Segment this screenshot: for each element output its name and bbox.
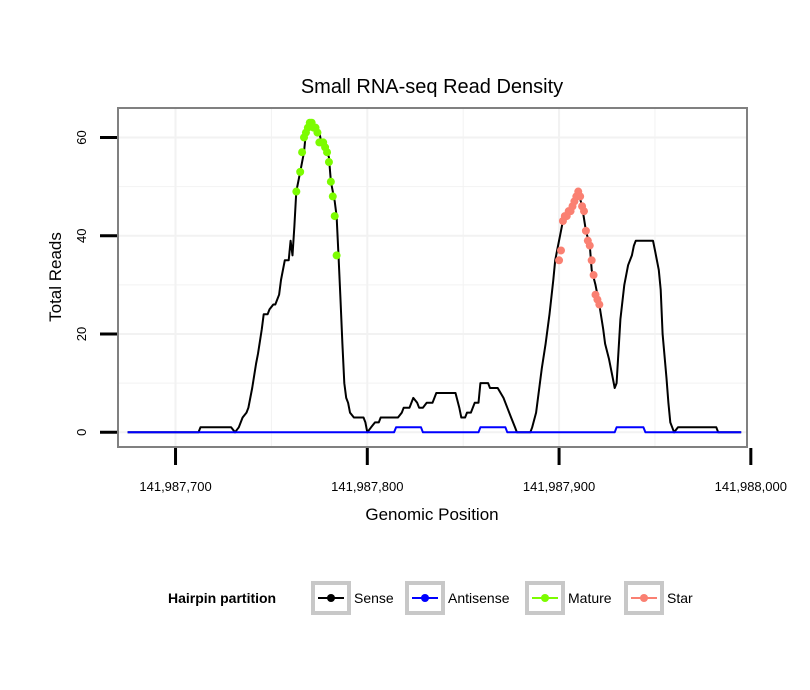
point-mature — [296, 167, 305, 176]
point-mature — [326, 177, 335, 186]
point-mature — [324, 158, 333, 167]
grid — [118, 108, 747, 447]
legend-title: Hairpin partition — [168, 590, 276, 606]
point-star — [585, 241, 594, 250]
chart-title: Small RNA-seq Read Density — [301, 76, 563, 98]
y-tick-label: 0 — [74, 429, 89, 436]
point-mature — [330, 212, 339, 221]
x-tick-label: 141,987,900 — [523, 479, 595, 494]
point-star — [556, 246, 565, 255]
legend-key-point — [541, 594, 549, 602]
series-line-antisense — [127, 426, 742, 434]
series-line-sense — [127, 121, 742, 434]
point-star — [595, 300, 604, 309]
legend-entry-antisense: Antisense — [405, 581, 510, 615]
point-star — [576, 192, 585, 201]
point-mature — [313, 128, 322, 137]
legend-entry-mature: Mature — [525, 581, 612, 615]
point-star — [587, 256, 596, 265]
axis-ticks: 141,987,700 141,987,800 141,987,900 141,988… — [74, 130, 787, 494]
legend: Hairpin partition Sense Antisense Mature St… — [168, 581, 693, 615]
legend-label: Mature — [568, 590, 612, 606]
legend-entry-sense: Sense — [311, 581, 394, 615]
x-tick-label: 141,988,000 — [715, 479, 787, 494]
x-tick-label: 141,987,800 — [331, 479, 403, 494]
x-axis-label: Genomic Position — [365, 505, 498, 524]
plot-border — [117, 107, 748, 448]
y-tick-label: 40 — [74, 229, 89, 243]
point-mature — [292, 187, 301, 196]
legend-label: Antisense — [448, 590, 510, 606]
legend-key-point — [640, 594, 648, 602]
legend-key-point — [327, 594, 335, 602]
point-mature — [332, 251, 341, 260]
point-star — [555, 256, 564, 265]
legend-label: Star — [667, 590, 693, 606]
point-mature — [323, 148, 332, 157]
y-axis-label: Total Reads — [46, 232, 65, 322]
point-star — [581, 226, 590, 235]
series — [127, 118, 742, 434]
y-tick-label: 60 — [74, 130, 89, 144]
x-tick-label: 141,987,700 — [139, 479, 211, 494]
point-star — [589, 271, 598, 280]
legend-label: Sense — [354, 590, 394, 606]
y-tick-label: 20 — [74, 327, 89, 341]
legend-key-point — [421, 594, 429, 602]
point-mature — [298, 148, 307, 157]
point-mature — [328, 192, 337, 201]
point-star — [579, 207, 588, 216]
legend-entry-star: Star — [624, 581, 693, 615]
